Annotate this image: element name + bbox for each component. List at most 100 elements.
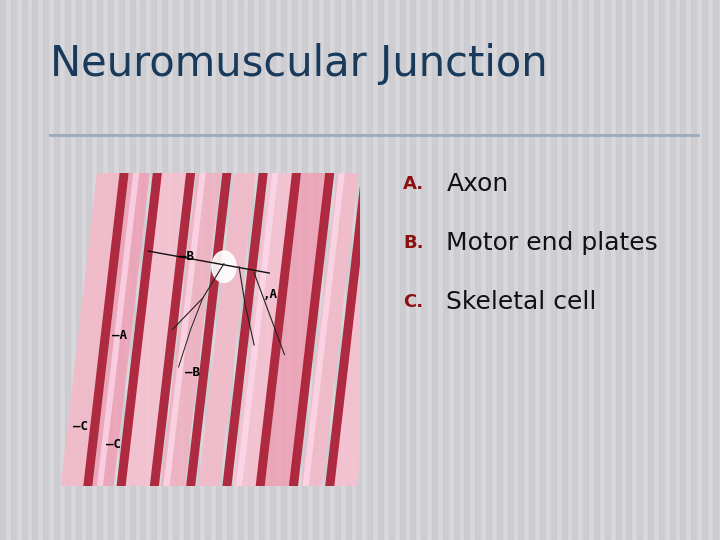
Bar bbox=[497, 0, 502, 540]
Polygon shape bbox=[233, 173, 294, 486]
Bar bbox=[464, 0, 469, 540]
Text: Motor end plates: Motor end plates bbox=[446, 231, 658, 255]
Bar bbox=[648, 0, 653, 540]
Text: Neuromuscular Junction: Neuromuscular Junction bbox=[50, 43, 548, 85]
Bar bbox=[551, 0, 556, 540]
Bar bbox=[540, 0, 545, 540]
Bar bbox=[508, 0, 513, 540]
Bar bbox=[22, 0, 27, 540]
Polygon shape bbox=[289, 173, 334, 486]
Polygon shape bbox=[325, 173, 371, 486]
Text: –B: –B bbox=[184, 366, 199, 380]
Bar bbox=[65, 0, 70, 540]
Bar bbox=[659, 0, 664, 540]
Bar bbox=[378, 0, 383, 540]
Bar bbox=[421, 0, 426, 540]
Bar bbox=[670, 0, 675, 540]
Bar bbox=[43, 0, 48, 540]
Polygon shape bbox=[163, 173, 206, 486]
Bar bbox=[367, 0, 372, 540]
Bar bbox=[389, 0, 394, 540]
Bar bbox=[313, 0, 318, 540]
Text: Skeletal cell: Skeletal cell bbox=[446, 291, 597, 314]
Bar bbox=[281, 0, 286, 540]
Text: Axon: Axon bbox=[446, 172, 508, 195]
Bar bbox=[572, 0, 577, 540]
Bar bbox=[562, 0, 567, 540]
Polygon shape bbox=[122, 173, 186, 486]
Bar bbox=[0, 0, 5, 540]
Polygon shape bbox=[97, 173, 139, 486]
Bar bbox=[626, 0, 631, 540]
Bar bbox=[130, 0, 135, 540]
Polygon shape bbox=[84, 173, 129, 486]
Bar bbox=[518, 0, 523, 540]
Bar bbox=[432, 0, 437, 540]
Bar bbox=[356, 0, 361, 540]
Bar bbox=[400, 0, 405, 540]
Bar bbox=[702, 0, 707, 540]
Polygon shape bbox=[161, 173, 221, 486]
Polygon shape bbox=[333, 173, 393, 486]
Text: –C: –C bbox=[73, 420, 88, 433]
Bar bbox=[270, 0, 275, 540]
Bar bbox=[324, 0, 329, 540]
Polygon shape bbox=[302, 173, 345, 486]
Bar bbox=[335, 0, 340, 540]
Bar bbox=[119, 0, 124, 540]
Bar bbox=[11, 0, 16, 540]
Bar bbox=[108, 0, 113, 540]
Polygon shape bbox=[186, 173, 232, 486]
Bar bbox=[259, 0, 264, 540]
Bar bbox=[605, 0, 610, 540]
Bar bbox=[691, 0, 696, 540]
Bar bbox=[216, 0, 221, 540]
Bar bbox=[140, 0, 145, 540]
Text: –A: –A bbox=[112, 329, 127, 342]
Bar bbox=[594, 0, 599, 540]
Text: –B: –B bbox=[179, 251, 194, 264]
Polygon shape bbox=[236, 173, 279, 486]
Text: A.: A. bbox=[403, 174, 424, 193]
Bar bbox=[346, 0, 351, 540]
Bar bbox=[475, 0, 480, 540]
Polygon shape bbox=[117, 173, 162, 486]
Text: B.: B. bbox=[403, 234, 423, 252]
Bar bbox=[54, 0, 59, 540]
Polygon shape bbox=[92, 173, 150, 486]
Bar bbox=[86, 0, 91, 540]
Bar bbox=[32, 0, 37, 540]
Bar bbox=[410, 0, 415, 540]
Bar bbox=[302, 0, 307, 540]
Bar bbox=[151, 0, 156, 540]
Polygon shape bbox=[60, 173, 121, 486]
Bar bbox=[184, 0, 189, 540]
Bar bbox=[97, 0, 102, 540]
Polygon shape bbox=[150, 173, 195, 486]
Polygon shape bbox=[212, 251, 236, 282]
Bar bbox=[616, 0, 621, 540]
Bar bbox=[637, 0, 642, 540]
Bar bbox=[680, 0, 685, 540]
Bar bbox=[173, 0, 178, 540]
Bar bbox=[583, 0, 588, 540]
Bar bbox=[443, 0, 448, 540]
Text: –C: –C bbox=[106, 438, 121, 451]
Bar bbox=[238, 0, 243, 540]
Bar bbox=[194, 0, 199, 540]
Bar bbox=[529, 0, 534, 540]
Bar bbox=[76, 0, 81, 540]
Polygon shape bbox=[198, 173, 256, 486]
Bar bbox=[248, 0, 253, 540]
Polygon shape bbox=[265, 173, 328, 486]
Bar bbox=[292, 0, 297, 540]
Polygon shape bbox=[256, 173, 301, 486]
Polygon shape bbox=[222, 173, 268, 486]
Text: ,A: ,A bbox=[264, 288, 278, 301]
Bar bbox=[162, 0, 167, 540]
Polygon shape bbox=[301, 173, 359, 486]
Bar bbox=[486, 0, 491, 540]
Text: C.: C. bbox=[403, 293, 423, 312]
Bar bbox=[205, 0, 210, 540]
Bar bbox=[713, 0, 718, 540]
